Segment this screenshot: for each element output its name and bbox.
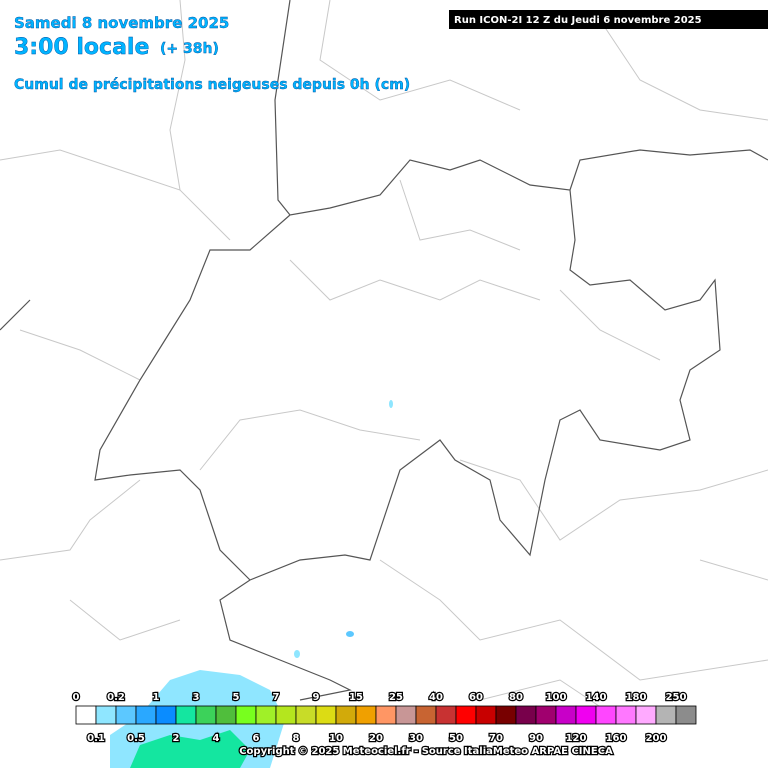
legend-swatch: [95, 705, 117, 725]
legend-label: 10: [329, 733, 343, 744]
legend-swatch: [535, 705, 557, 725]
legend-swatch: [335, 705, 357, 725]
region-borders: [0, 0, 768, 721]
legend-swatch: [515, 705, 537, 725]
copyright: Copyright © 2025 Meteociel.fr - Source I…: [239, 746, 613, 757]
legend-swatch: [115, 705, 137, 725]
legend-swatch: [235, 705, 257, 725]
legend-label: 15: [349, 692, 363, 703]
legend-label: 0.5: [127, 733, 145, 744]
legend-swatch: [75, 705, 97, 725]
legend-swatch: [615, 705, 637, 725]
legend-swatch: [655, 705, 677, 725]
legend-label: 30: [409, 733, 423, 744]
run-box: [449, 10, 768, 29]
legend-label: 70: [489, 733, 503, 744]
legend-label: 180: [626, 692, 647, 703]
legend-swatch: [295, 705, 317, 725]
legend-swatch: [455, 705, 477, 725]
local-time: 3:00 locale: [14, 35, 149, 60]
legend-swatch: [215, 705, 237, 725]
legend-label: 8: [293, 733, 300, 744]
legend-swatch: [135, 705, 157, 725]
legend-swatch: [155, 705, 177, 725]
legend-label: 20: [369, 733, 383, 744]
legend-label: 250: [666, 692, 687, 703]
legend-swatch: [495, 705, 517, 725]
country-border: [0, 0, 768, 701]
legend-label: 200: [646, 733, 667, 744]
legend-label: 5: [233, 692, 240, 703]
legend-label: 0: [73, 692, 80, 703]
legend-label: 50: [449, 733, 463, 744]
legend-label: 2: [173, 733, 180, 744]
legend-label: 90: [529, 733, 543, 744]
legend-label: 80: [509, 692, 523, 703]
subtitle: Cumul de précipitations neigeuses depuis…: [14, 77, 410, 93]
legend-label: 1: [153, 692, 160, 703]
legend-swatch: [355, 705, 377, 725]
legend-swatch: [315, 705, 337, 725]
legend-swatch: [555, 705, 577, 725]
legend-label: 25: [389, 692, 403, 703]
legend-swatch: [675, 705, 697, 725]
legend-swatch: [475, 705, 497, 725]
run-info: Run ICON-2I 12 Z du Jeudi 6 novembre 202…: [454, 15, 702, 26]
legend-label: 3: [193, 692, 200, 703]
legend-swatch: [255, 705, 277, 725]
legend-swatch: [375, 705, 397, 725]
legend-label: 9: [313, 692, 320, 703]
legend-label: 6: [253, 733, 260, 744]
legend-swatch: [635, 705, 657, 725]
legend-swatch: [595, 705, 617, 725]
legend-label: 4: [213, 733, 220, 744]
forecast-date: Samedi 8 novembre 2025: [14, 14, 229, 32]
legend-swatch: [435, 705, 457, 725]
legend-label: 100: [546, 692, 567, 703]
legend-swatch: [275, 705, 297, 725]
legend-label: 120: [566, 733, 587, 744]
lead-time: (+ 38h): [160, 41, 219, 57]
legend-swatch: [395, 705, 417, 725]
legend: 0 0.1 0.2 0.5 1 2 3 4 5 6 7 8 9 10 15 20 25 30 40 50 60 70 80 9…: [71, 691, 697, 745]
legend-swatch: [195, 705, 217, 725]
legend-label: 140: [586, 692, 607, 703]
legend-label: 160: [606, 733, 627, 744]
legend-label: 60: [469, 692, 483, 703]
legend-label: 40: [429, 692, 443, 703]
legend-swatch: [575, 705, 597, 725]
legend-swatch: [415, 705, 437, 725]
legend-label: 7: [273, 692, 280, 703]
legend-swatch: [175, 705, 197, 725]
legend-label: 0.1: [87, 733, 105, 744]
legend-label: 0.2: [107, 692, 125, 703]
